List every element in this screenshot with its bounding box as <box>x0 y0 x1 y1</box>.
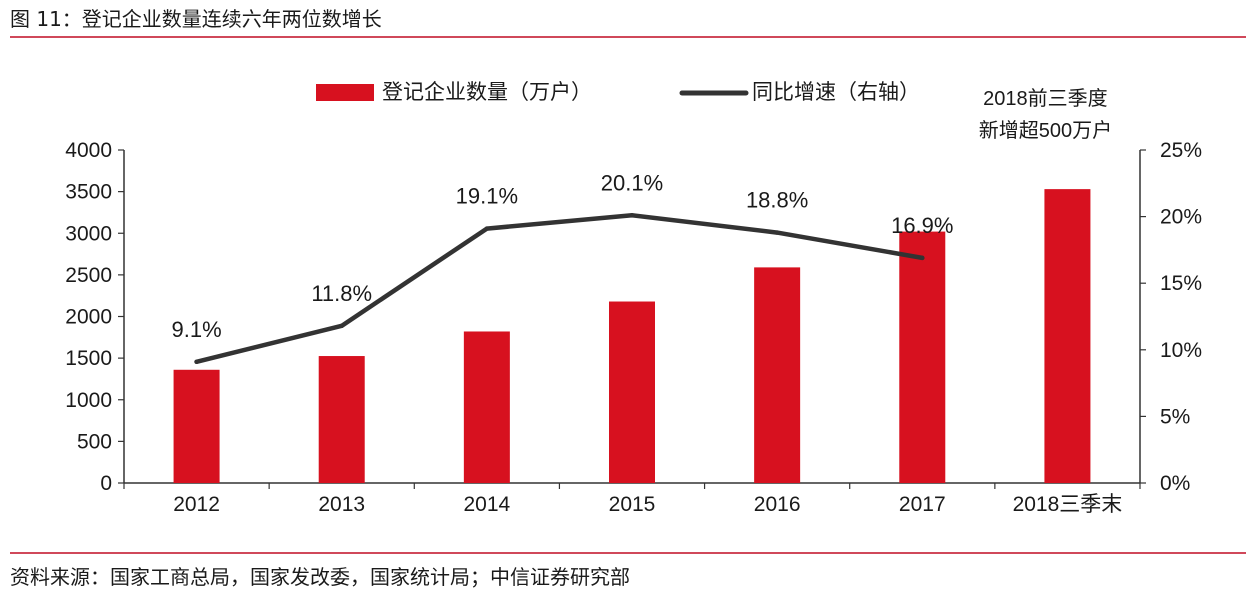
left-tick-label: 3000 <box>65 222 112 245</box>
x-tick-label: 2012 <box>173 493 220 516</box>
bar <box>463 331 510 483</box>
right-tick-label: 15% <box>1160 272 1202 295</box>
chart: 0 500 1000 1500 2000 2500 3000 3500 4000 0% 5% 10% 1… <box>65 81 1202 516</box>
x-tick-label: 2013 <box>318 493 365 516</box>
data-label: 19.1% <box>456 184 518 209</box>
bar <box>899 231 946 483</box>
right-tick-label: 25% <box>1160 139 1202 162</box>
legend-bar-swatch <box>316 84 374 101</box>
right-tick-label: 20% <box>1160 206 1202 229</box>
legend-line-label: 同比增速（右轴） <box>752 81 920 104</box>
left-tick-label: 2500 <box>65 264 112 287</box>
bar <box>318 356 365 483</box>
x-tick-label: 2014 <box>463 493 510 516</box>
growth-point <box>920 255 925 261</box>
bar <box>609 301 655 483</box>
growth-point <box>774 230 780 235</box>
left-tick-label: 2000 <box>65 306 112 329</box>
data-label: 11.8% <box>311 281 372 306</box>
figure-title: 图 11：登记企业数量连续六年两位数增长 <box>10 7 382 31</box>
x-tick-label: 2016 <box>754 493 801 516</box>
left-tick-label: 1500 <box>65 347 112 370</box>
bar <box>1044 189 1091 483</box>
right-tick-label: 5% <box>1160 405 1190 428</box>
right-tick-label: 0% <box>1160 472 1190 495</box>
growth-point <box>194 359 199 364</box>
left-tick-label: 0 <box>100 472 112 495</box>
left-tick-label: 500 <box>77 430 112 453</box>
top-divider <box>10 36 1246 38</box>
x-tick-label: 2015 <box>609 493 656 516</box>
x-tick-label: 2017 <box>899 493 946 516</box>
left-tick-label: 1000 <box>65 389 112 412</box>
data-label: 20.1% <box>601 170 663 195</box>
data-label: 16.9% <box>891 213 953 238</box>
left-tick-label: 3500 <box>65 181 112 204</box>
bottom-divider <box>10 552 1246 554</box>
x-tick-label: 2018三季末 <box>1013 493 1123 516</box>
growth-line <box>194 213 925 365</box>
left-tick-label: 4000 <box>65 139 112 162</box>
data-label: 18.8% <box>746 188 808 213</box>
growth-point <box>484 226 490 231</box>
source-note: 资料来源：国家工商总局，国家发改委，国家统计局；中信证券研究部 <box>10 565 630 589</box>
growth-point <box>629 213 635 218</box>
legend-bar-label: 登记企业数量（万户） <box>382 81 592 104</box>
annotation-text: 2018前三季度 <box>983 87 1108 110</box>
bar <box>173 369 220 483</box>
data-label: 9.1% <box>171 317 221 342</box>
growth-point <box>339 323 344 329</box>
bar <box>754 267 801 483</box>
right-tick-label: 10% <box>1160 339 1202 362</box>
annotation-text: 新增超500万户 <box>979 119 1112 142</box>
